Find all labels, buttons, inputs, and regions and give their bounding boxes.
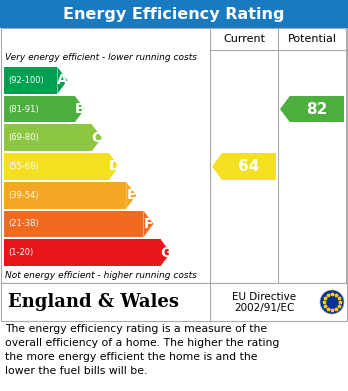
Polygon shape (126, 182, 136, 208)
Text: G: G (160, 246, 171, 260)
Bar (222, 153, 276, 180)
Polygon shape (161, 239, 171, 266)
Text: (92-100): (92-100) (8, 76, 44, 85)
Bar (4, 182, 126, 208)
Bar (4, 211, 143, 237)
Circle shape (320, 290, 344, 314)
Text: B: B (74, 102, 85, 116)
Text: (69-80): (69-80) (8, 133, 39, 142)
Text: England & Wales: England & Wales (8, 293, 179, 311)
Text: (81-91): (81-91) (8, 104, 39, 113)
Bar (4, 124, 92, 151)
Text: (21-38): (21-38) (8, 219, 39, 228)
Text: F: F (144, 217, 153, 231)
Text: 82: 82 (306, 102, 328, 117)
Text: 2002/91/EC: 2002/91/EC (234, 303, 294, 313)
Bar (210, 28, 278, 50)
Text: Potential: Potential (287, 34, 337, 44)
Bar (4, 67, 57, 94)
Bar (4, 239, 161, 266)
Text: C: C (92, 131, 102, 145)
Bar (278, 28, 346, 50)
Text: 64: 64 (238, 159, 260, 174)
Text: (1-20): (1-20) (8, 248, 33, 257)
Text: A: A (57, 74, 68, 87)
Polygon shape (280, 96, 290, 122)
Bar (1, 283, 347, 321)
Polygon shape (57, 67, 68, 94)
Text: Very energy efficient - lower running costs: Very energy efficient - lower running co… (5, 54, 197, 63)
Text: Not energy efficient - higher running costs: Not energy efficient - higher running co… (5, 271, 197, 280)
Polygon shape (143, 211, 153, 237)
Text: Current: Current (223, 34, 265, 44)
Polygon shape (212, 153, 222, 180)
Text: D: D (108, 160, 120, 174)
Text: Energy Efficiency Rating: Energy Efficiency Rating (63, 7, 285, 22)
Text: (39-54): (39-54) (8, 191, 39, 200)
Text: The energy efficiency rating is a measure of the
overall efficiency of a home. T: The energy efficiency rating is a measur… (5, 324, 279, 376)
Bar (1, 28, 347, 283)
Bar (4, 153, 109, 180)
Polygon shape (75, 96, 85, 122)
Polygon shape (92, 124, 102, 151)
Polygon shape (109, 153, 119, 180)
Bar (0, 0, 348, 28)
Bar (4, 96, 75, 122)
Text: E: E (126, 188, 136, 202)
Bar (290, 96, 344, 122)
Text: EU Directive: EU Directive (232, 292, 296, 302)
Text: (55-68): (55-68) (8, 162, 39, 171)
